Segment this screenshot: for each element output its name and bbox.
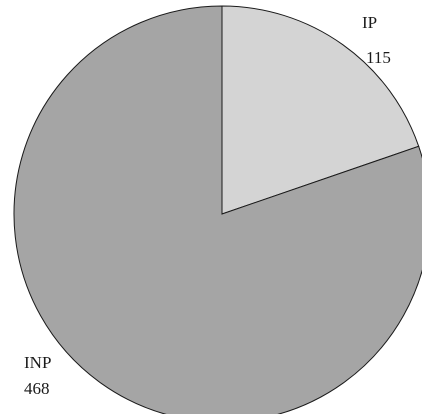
slice-label-inp: INP xyxy=(24,353,51,372)
slice-value-ip: 115 xyxy=(366,48,391,67)
pie-slice-inp xyxy=(13,5,422,414)
slice-value-inp: 468 xyxy=(24,379,50,398)
slice-label-ip: IP xyxy=(362,13,377,32)
pie-slice-ip xyxy=(221,5,420,215)
